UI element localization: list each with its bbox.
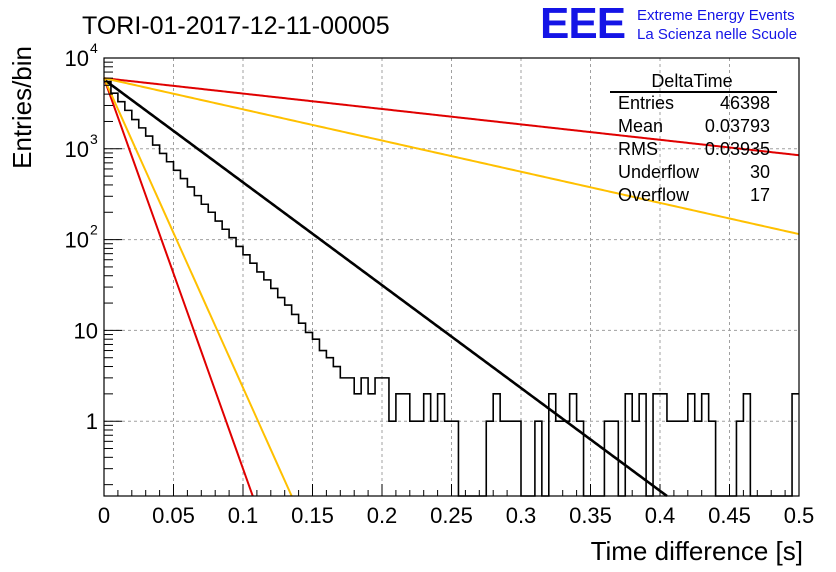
y-tick-exponent: 3 bbox=[90, 131, 98, 147]
axis-ticks bbox=[103, 57, 800, 496]
stats-value: 17 bbox=[750, 185, 770, 205]
stats-box: DeltaTime Entries 46398 Mean 0.03793 RMS 0.03… bbox=[610, 71, 777, 205]
stats-label: Overflow bbox=[618, 185, 690, 205]
x-tick-label: 0.25 bbox=[430, 503, 473, 528]
y-tick-label: 1 bbox=[86, 409, 98, 434]
stats-value: 30 bbox=[750, 162, 770, 182]
red-curve bbox=[103, 77, 800, 157]
y-axis-label: Entries/bin bbox=[7, 46, 37, 169]
logo-mark: EEE bbox=[540, 0, 625, 48]
y-tick-label: 10 bbox=[65, 46, 89, 71]
x-tick-label: 0.15 bbox=[291, 503, 334, 528]
grid-lines bbox=[104, 57, 799, 496]
histogram bbox=[104, 80, 799, 497]
x-tick-label: 0.45 bbox=[708, 503, 751, 528]
x-tick-label: 0.35 bbox=[569, 503, 612, 528]
stats-title: DeltaTime bbox=[651, 71, 732, 91]
y-tick-label: 10 bbox=[65, 228, 89, 253]
x-tick-labels: 0 0.05 0.1 0.15 0.2 0.25 0.3 0.35 0.4 0.45 0.5 bbox=[98, 503, 814, 528]
stats-value: 46398 bbox=[720, 93, 770, 113]
x-tick-label: 0.2 bbox=[367, 503, 398, 528]
stats-label: RMS bbox=[618, 139, 658, 159]
yellow-curve bbox=[103, 77, 800, 236]
fit-curves bbox=[103, 77, 800, 498]
eee-logo: EEE Extreme Energy Events La Scienza nel… bbox=[540, 0, 797, 48]
y-tick-label: 10 bbox=[74, 318, 98, 343]
y-tick-exponent: 2 bbox=[90, 222, 98, 238]
logo-line-2: La Scienza nelle Scuole bbox=[637, 26, 797, 43]
histogram-line bbox=[104, 80, 799, 497]
y-tick-label: 10 bbox=[65, 137, 89, 162]
x-tick-label: 0.05 bbox=[152, 503, 195, 528]
stats-value: 0.03935 bbox=[705, 139, 770, 159]
stats-label: Entries bbox=[618, 93, 674, 113]
yellow-curve bbox=[103, 77, 293, 497]
red-curve bbox=[103, 77, 254, 497]
logo-line-1: Extreme Energy Events bbox=[637, 7, 795, 24]
stats-label: Mean bbox=[618, 116, 663, 136]
x-tick-label: 0.5 bbox=[784, 503, 815, 528]
x-axis-label: Time difference [s] bbox=[591, 536, 803, 566]
y-tick-exponent: 4 bbox=[90, 40, 98, 56]
x-tick-label: 0.1 bbox=[228, 503, 259, 528]
plot-frame bbox=[103, 57, 800, 497]
black-curve bbox=[103, 78, 668, 498]
stats-label: Underflow bbox=[618, 162, 700, 182]
run-title: TORI-01-2017-12-11-00005 bbox=[82, 12, 390, 40]
x-tick-label: 0 bbox=[98, 503, 110, 528]
stats-value: 0.03793 bbox=[705, 116, 770, 136]
x-tick-label: 0.3 bbox=[506, 503, 537, 528]
x-tick-label: 0.4 bbox=[645, 503, 676, 528]
